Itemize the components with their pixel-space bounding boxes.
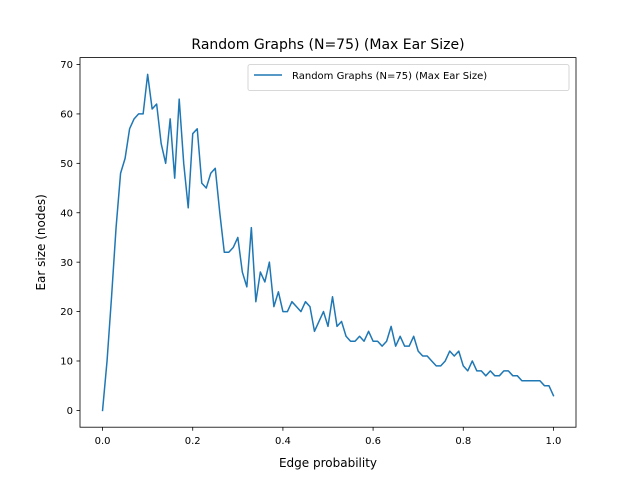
x-tick-label: 0.2 <box>185 436 201 447</box>
x-tick-label: 0.0 <box>95 436 111 447</box>
y-tick-label: 70 <box>60 60 73 71</box>
y-axis-ticks: 0 10 20 30 40 50 60 70 <box>60 60 80 417</box>
x-tick-label: 0.6 <box>365 436 381 447</box>
x-axis-ticks: 0.0 0.2 0.4 0.6 0.8 1.0 <box>95 427 562 447</box>
x-tick-label: 1.0 <box>546 436 562 447</box>
x-tick-label: 0.4 <box>275 436 291 447</box>
y-tick-label: 40 <box>60 208 73 219</box>
y-tick-label: 50 <box>60 159 73 170</box>
legend-box <box>247 64 570 91</box>
legend-label: Random Graphs (N=75) (Max Ear Size) <box>292 71 487 82</box>
plot-area <box>101 73 555 412</box>
y-tick-label: 20 <box>60 307 73 318</box>
y-tick-label: 60 <box>60 110 73 121</box>
series-line <box>101 73 555 412</box>
legend: Random Graphs (N=75) (Max Ear Size) <box>247 64 570 91</box>
axes-frame <box>79 57 577 428</box>
y-axis-label: Ear size (nodes) <box>34 194 48 290</box>
chart-title: Random Graphs (N=75) (Max Ear Size) <box>191 37 464 53</box>
y-tick-label: 0 <box>67 406 73 417</box>
y-tick-label: 30 <box>60 258 73 269</box>
x-axis-label: Edge probability <box>279 456 377 470</box>
x-tick-label: 0.8 <box>455 436 471 447</box>
y-tick-label: 10 <box>60 357 73 368</box>
